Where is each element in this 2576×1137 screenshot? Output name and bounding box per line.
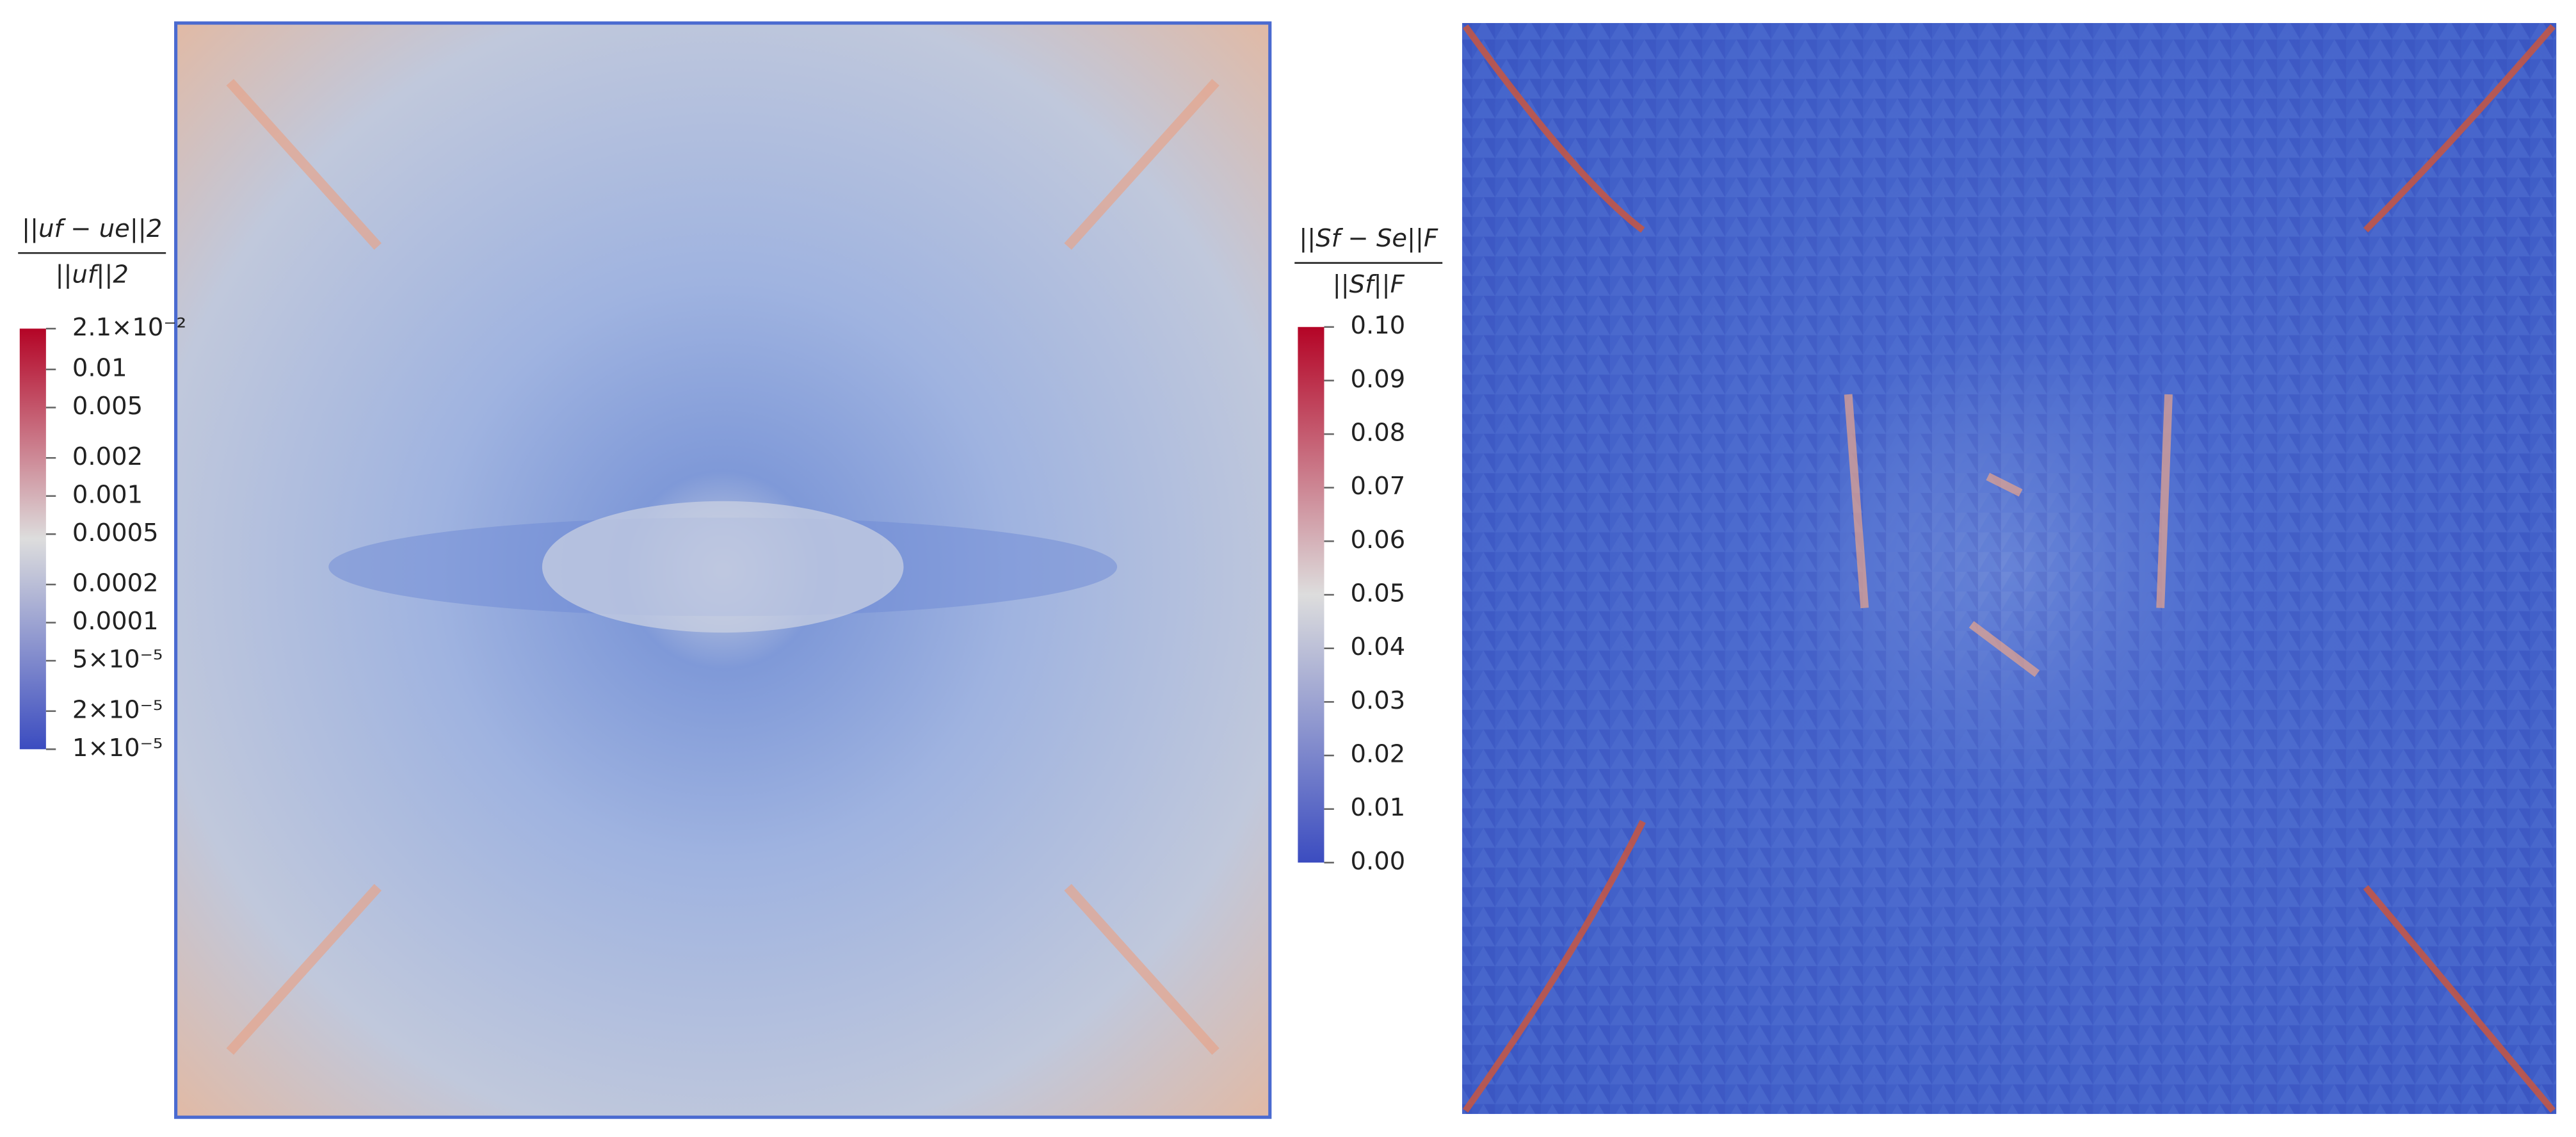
colorbar-tick-label: 0.002 — [72, 442, 143, 471]
colorbar-tick-label: 0.09 — [1351, 365, 1406, 394]
colorbar-tick-label: 0.00 — [1351, 847, 1406, 876]
colorbar-tick-label: 0.02 — [1351, 740, 1406, 769]
left-field — [174, 21, 1272, 1119]
colorbar-tick-label: 0.0002 — [72, 569, 159, 598]
colorbar-tick-label: 0.03 — [1351, 686, 1406, 715]
colorbar-tick-label: 0.10 — [1351, 311, 1406, 340]
colorbar-label-denominator: ||Sf||F — [1333, 270, 1405, 299]
colorbar-tick-label: 0.08 — [1351, 419, 1406, 448]
colorbar-tick-label: 0.005 — [72, 392, 143, 421]
colorbar-label-numerator: ||Sf − Se||F — [1299, 224, 1438, 253]
colorbar-tick-label: 0.01 — [72, 354, 127, 383]
colorbar-tick-label: 2.1×10⁻² — [72, 313, 186, 342]
colorbar-label-numerator: ||uf − ue||2 — [22, 214, 162, 243]
colorbar-label-denominator: ||uf||2 — [56, 261, 129, 289]
colorbar-tick-label: 0.001 — [72, 480, 143, 509]
colorbar — [19, 328, 46, 750]
colorbar-tick-label: 0.0005 — [72, 519, 159, 547]
colorbar — [1298, 327, 1324, 863]
colorbar-tick-label: 0.07 — [1351, 472, 1406, 501]
right-field — [1462, 22, 2557, 1115]
colorbar-tick-label: 2×10⁻⁵ — [72, 695, 163, 724]
colorbar-tick-label: 0.05 — [1351, 579, 1406, 608]
colorbar-tick-label: 0.0001 — [72, 607, 159, 636]
colorbar-tick-label: 0.01 — [1351, 793, 1406, 822]
colorbar-tick-label: 0.06 — [1351, 526, 1406, 554]
colorbar-tick-label: 1×10⁻⁵ — [72, 734, 163, 762]
colorbar-tick-label: 5×10⁻⁵ — [72, 645, 163, 674]
colorbar-tick-label: 0.04 — [1351, 633, 1406, 661]
